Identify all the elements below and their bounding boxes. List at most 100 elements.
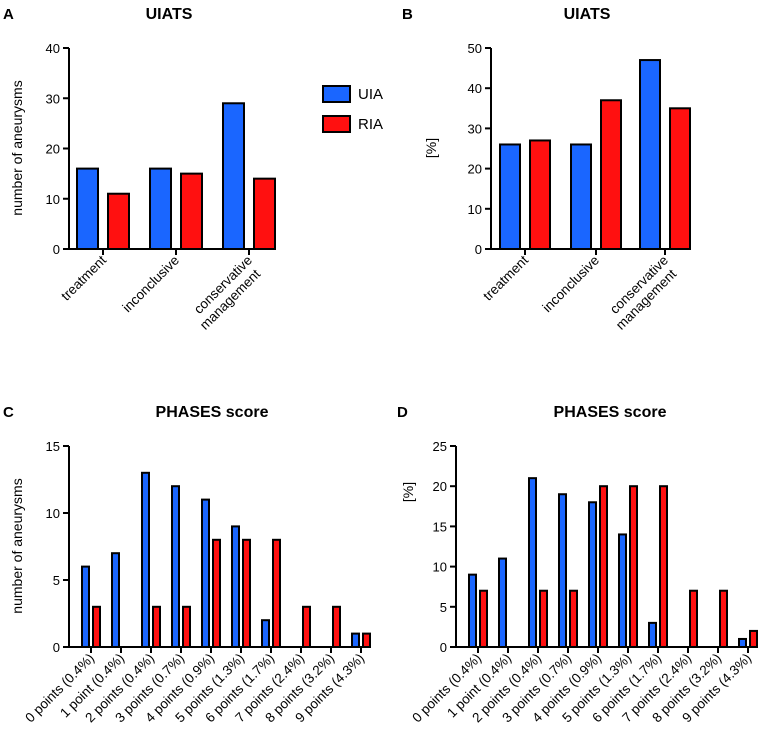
y-axis-label-a: number of aneurysms	[9, 80, 25, 215]
bar-c-ria-7	[302, 605, 311, 648]
y-axis-label-c: number of aneurysms	[9, 478, 25, 613]
y-tick-label-c-1: 5	[53, 573, 60, 588]
bar-c-uia-6	[261, 619, 270, 649]
y-tick-label-a-4: 40	[46, 41, 60, 56]
panel-b: B UIATS [%] 0 10 20 30 40 50 treatment inconclu…	[402, 6, 691, 333]
y-tick-label-c-0: 0	[53, 640, 60, 655]
bar-d-ria-5	[629, 485, 638, 649]
bar-d-uia-9	[738, 637, 747, 649]
chart-title-a: UIATS	[146, 6, 193, 23]
panel-letter-b: B	[402, 6, 413, 23]
legend-swatch-ria	[322, 115, 351, 133]
y-tick-label-d-5: 25	[433, 439, 447, 454]
bar-c-uia-5	[231, 525, 240, 649]
bar-d-ria-8	[719, 589, 728, 648]
bar-d-uia-2	[528, 477, 537, 648]
y-tick-label-c-3: 15	[46, 439, 60, 454]
bar-c-uia-0	[81, 565, 90, 648]
y-tick-label-b-0: 0	[475, 242, 482, 257]
bar-d-ria-4	[599, 485, 608, 649]
y-tick-label-a-2: 20	[46, 142, 60, 157]
y-tick-label-d-4: 20	[433, 479, 447, 494]
x-tick-label-b-2: conservativemanagement	[602, 253, 682, 333]
y-tick-label-b-3: 30	[468, 121, 482, 136]
bar-c-ria-5	[242, 538, 251, 648]
y-tick-label-d-3: 15	[433, 519, 447, 534]
bar-c-uia-9	[351, 632, 360, 648]
y-axis-label-d: [%]	[400, 482, 416, 502]
plot-area-a: 0 10 20 30 40 treatment inconclusive conservati…	[46, 41, 276, 333]
plot-area-b: 0 10 20 30 40 50 treatment inconclusive conserva…	[468, 41, 691, 333]
x-tick-label-a-0: treatment	[58, 252, 109, 303]
y-tick-label-b-1: 10	[468, 202, 482, 217]
bar-d-ria-2	[539, 589, 548, 648]
bar-c-uia-3	[171, 485, 180, 649]
bar-d-ria-7	[689, 589, 698, 648]
y-tick-label-b-5: 50	[468, 41, 482, 56]
bar-d-uia-1	[498, 557, 507, 648]
bar-c-uia-4	[201, 498, 210, 648]
bar-c-uia-1	[111, 552, 120, 649]
bar-d-uia-0	[468, 573, 477, 649]
bar-a-ria-0	[107, 192, 130, 251]
bar-a-uia-0	[76, 167, 99, 251]
y-tick-label-d-2: 10	[433, 560, 447, 575]
bar-d-ria-3	[569, 589, 578, 648]
bar-c-ria-3	[182, 605, 191, 648]
axes-b	[490, 48, 688, 250]
y-tick-label-a-1: 10	[46, 192, 60, 207]
bar-c-ria-2	[152, 605, 161, 648]
bar-d-ria-0	[479, 589, 488, 648]
bar-a-uia-2	[222, 102, 245, 251]
y-tick-label-b-2: 20	[468, 162, 482, 177]
y-tick-label-c-2: 10	[46, 506, 60, 521]
bar-b-ria-2	[669, 107, 691, 250]
y-tick-label-d-0: 0	[440, 640, 447, 655]
bar-c-ria-6	[272, 538, 281, 648]
bar-d-uia-5	[618, 533, 627, 648]
bar-a-ria-2	[253, 177, 276, 250]
x-tick-label-b-1: inconclusive	[540, 253, 603, 316]
panel-c: C PHASES score number of aneurysms 0 5 10 1…	[3, 404, 371, 725]
y-tick-label-d-1: 5	[440, 600, 447, 615]
chart-title-b: UIATS	[564, 6, 611, 23]
bar-c-ria-0	[92, 605, 101, 648]
bar-a-uia-1	[149, 167, 172, 251]
bar-c-uia-2	[141, 471, 150, 648]
axes-d	[455, 446, 756, 648]
legend-swatch-uia	[322, 85, 351, 103]
bar-d-uia-4	[588, 501, 597, 648]
axes-a	[68, 48, 271, 250]
chart-title-d: PHASES score	[554, 404, 667, 421]
bar-d-ria-6	[659, 485, 668, 649]
y-tick-label-b-4: 40	[468, 81, 482, 96]
bar-b-uia-2	[639, 59, 661, 251]
legend-label-uia: UIA	[358, 86, 383, 103]
bar-c-ria-4	[212, 538, 221, 648]
bar-b-uia-1	[570, 143, 592, 250]
legend: UIA RIA	[322, 85, 383, 133]
legend-label-ria: RIA	[358, 116, 383, 133]
chart-title-c: PHASES score	[156, 404, 269, 421]
bar-d-uia-3	[558, 493, 567, 648]
y-tick-label-a-3: 30	[46, 91, 60, 106]
x-tick-label-a-1: inconclusive	[120, 253, 183, 316]
x-tick-label-b-0: treatment	[480, 252, 531, 303]
x-tick-label-a-2: conservativemanagement	[186, 253, 266, 333]
y-axis-label-b: [%]	[423, 138, 439, 158]
bar-c-ria-9	[362, 632, 371, 648]
y-tick-label-a-0: 0	[53, 242, 60, 257]
bar-d-ria-9	[749, 629, 758, 648]
panel-a: A UIATS number of aneurysms 0 10 20 30 40 tre…	[3, 6, 276, 333]
bar-c-ria-8	[332, 605, 341, 648]
panel-letter-c: C	[3, 404, 14, 421]
panel-letter-d: D	[397, 404, 408, 421]
bar-d-uia-6	[648, 621, 657, 649]
bar-a-ria-1	[180, 172, 203, 250]
bar-b-uia-0	[499, 143, 521, 250]
bar-b-ria-0	[529, 139, 551, 251]
